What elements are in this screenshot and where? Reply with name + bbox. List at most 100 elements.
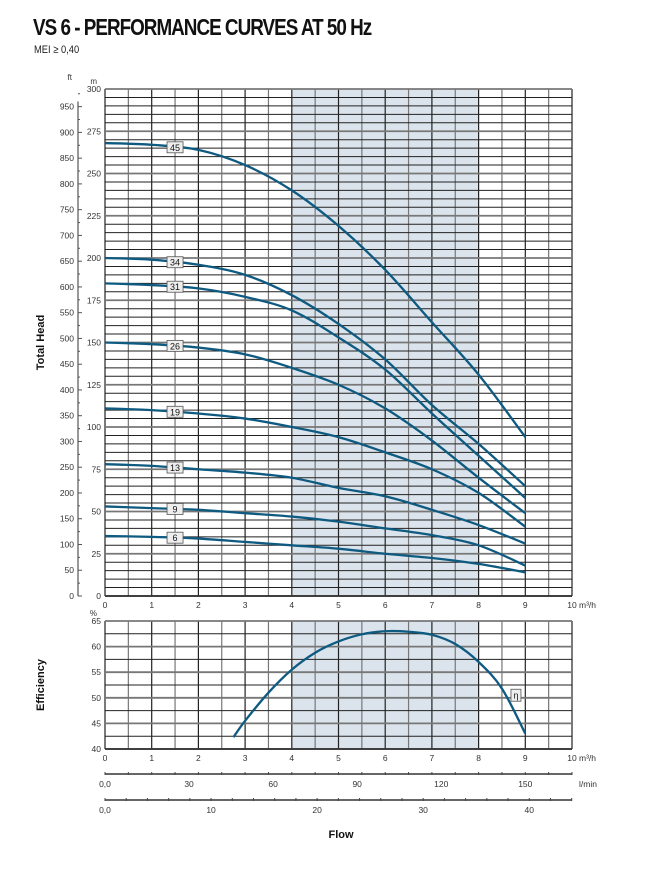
eff-x-tick-label: 2 <box>196 753 201 763</box>
ft-tick-label: 600 <box>60 282 74 292</box>
head-x-tick-label: 2 <box>196 600 201 610</box>
head-y-tick-label: 125 <box>87 380 101 390</box>
ft-tick-label: 500 <box>60 333 74 343</box>
head-y-tick-label: 300 <box>87 84 101 94</box>
ft-tick-label: 850 <box>60 153 74 163</box>
head-y-tick-label: 200 <box>87 253 101 263</box>
head-y-tick-label: 150 <box>87 338 101 348</box>
ft-tick-label: 800 <box>60 179 74 189</box>
flow-axis-label: Flow <box>328 829 353 841</box>
eff-x-tick-label: 4 <box>289 753 294 763</box>
eff-x-tick-label: 5 <box>336 753 341 763</box>
eff-y-tick-label: 55 <box>92 667 102 677</box>
ft-tick-label: 150 <box>60 514 74 524</box>
head-y-tick-label: 250 <box>87 169 101 179</box>
lmin-tick-label: 60 <box>268 779 278 789</box>
head-y-tick-label: 275 <box>87 126 101 136</box>
head-x-tick-label: 4 <box>289 600 294 610</box>
curve-label-box <box>510 688 522 702</box>
chart-title: VS 6 - PERFORMANCE CURVES AT 50 Hz <box>33 14 372 40</box>
ft-tick-label: 550 <box>60 308 74 318</box>
curve-label-box <box>166 531 184 544</box>
ft-tick-label: 900 <box>60 127 74 137</box>
head-x-unit: m³/h <box>579 600 596 610</box>
head-y-tick-label: 0 <box>96 591 101 601</box>
curve-label: 6 <box>173 533 178 543</box>
ft-tick-label: 350 <box>60 411 74 421</box>
ft-tick-label: 300 <box>60 436 74 446</box>
ft-tick-label: 0 <box>69 591 74 601</box>
curve-label: 26 <box>170 341 180 351</box>
curve-label-box <box>166 461 184 474</box>
efficiency-curve <box>232 629 527 738</box>
head-x-tick-label: 7 <box>430 600 435 610</box>
eff-x-unit: m³/h <box>579 753 596 763</box>
head-x-tick-label: 8 <box>476 600 481 610</box>
gpm-tick-label: 20 <box>312 805 322 815</box>
head-y-tick-label: 75 <box>92 464 102 474</box>
chart-subtitle: MEI ≥ 0,40 <box>34 44 80 56</box>
eff-y-label: Efficiency <box>35 658 47 711</box>
ft-tick-label: 650 <box>60 256 74 266</box>
eff-x-tick-label: 9 <box>523 753 528 763</box>
curve-label: 19 <box>170 407 180 417</box>
eff-y-tick-label: 65 <box>92 616 102 626</box>
head-x-tick-label: 1 <box>149 600 154 610</box>
gpm-tick-label: 0,0 <box>99 805 111 815</box>
head-y-tick-label: 225 <box>87 211 101 221</box>
curve-label: 45 <box>170 143 180 153</box>
lmin-tick-label: 120 <box>434 779 448 789</box>
ft-tick-label: 400 <box>60 385 74 395</box>
eff-y-tick-label: 50 <box>92 693 102 703</box>
head-x-tick-label: 3 <box>243 600 248 610</box>
lmin-tick-label: 30 <box>184 779 194 789</box>
eff-y-unit: % <box>90 609 97 618</box>
gpm-tick-label: 10 <box>206 805 216 815</box>
eff-y-tick-label: 40 <box>92 744 102 754</box>
head-y-tick-label: 50 <box>92 507 102 517</box>
efficiency-curve-label: η <box>513 691 518 701</box>
ft-tick-label: 250 <box>60 462 74 472</box>
curve-label-box <box>166 141 184 154</box>
ft-tick-label: 750 <box>60 205 74 215</box>
ft-tick-label: 50 <box>65 565 75 575</box>
eff-x-tick-label: 3 <box>243 753 248 763</box>
eff-x-tick-label: 1 <box>149 753 154 763</box>
curve-label-box <box>166 405 184 418</box>
head-x-tick-label: 0 <box>103 600 108 610</box>
curve-label-box <box>166 256 184 269</box>
curve-label: 31 <box>170 282 180 292</box>
head-x-tick-label: 9 <box>523 600 528 610</box>
lmin-tick-label: 0,0 <box>99 779 111 789</box>
eff-x-tick-label: 8 <box>476 753 481 763</box>
curve-label: 9 <box>173 504 178 514</box>
head-y-tick-label: 175 <box>87 295 101 305</box>
head-y-label: Total Head <box>35 315 47 370</box>
gpm-tick-label: 40 <box>525 805 535 815</box>
ft-tick-label: 200 <box>60 488 74 498</box>
head-x-tick-label: 6 <box>383 600 388 610</box>
curve-label: 34 <box>170 258 180 268</box>
gpm-tick-label: 30 <box>418 805 428 815</box>
ft-tick-label: 950 <box>60 102 74 112</box>
eff-x-tick-label: 0 <box>103 753 108 763</box>
lmin-tick-label: 150 <box>518 779 532 789</box>
eff-y-tick-label: 45 <box>92 718 102 728</box>
head-y-tick-label: 25 <box>92 549 102 559</box>
head-y-tick-label: 100 <box>87 422 101 432</box>
eff-x-tick-label: 6 <box>383 753 388 763</box>
ft-tick-label: 450 <box>60 359 74 369</box>
curve-label: 13 <box>170 463 180 473</box>
eff-x-tick-label: 7 <box>430 753 435 763</box>
head-x-tick-label: 5 <box>336 600 341 610</box>
head-x-tick-label: 10 <box>567 600 577 610</box>
curve-label-box <box>166 503 184 515</box>
eff-y-tick-label: 60 <box>92 642 102 652</box>
curve-label-box <box>166 339 184 352</box>
ft-tick-label: 100 <box>60 539 74 549</box>
eff-x-tick-label: 10 <box>567 753 577 763</box>
curve-label-box <box>166 280 184 293</box>
lmin-tick-label: 90 <box>352 779 362 789</box>
